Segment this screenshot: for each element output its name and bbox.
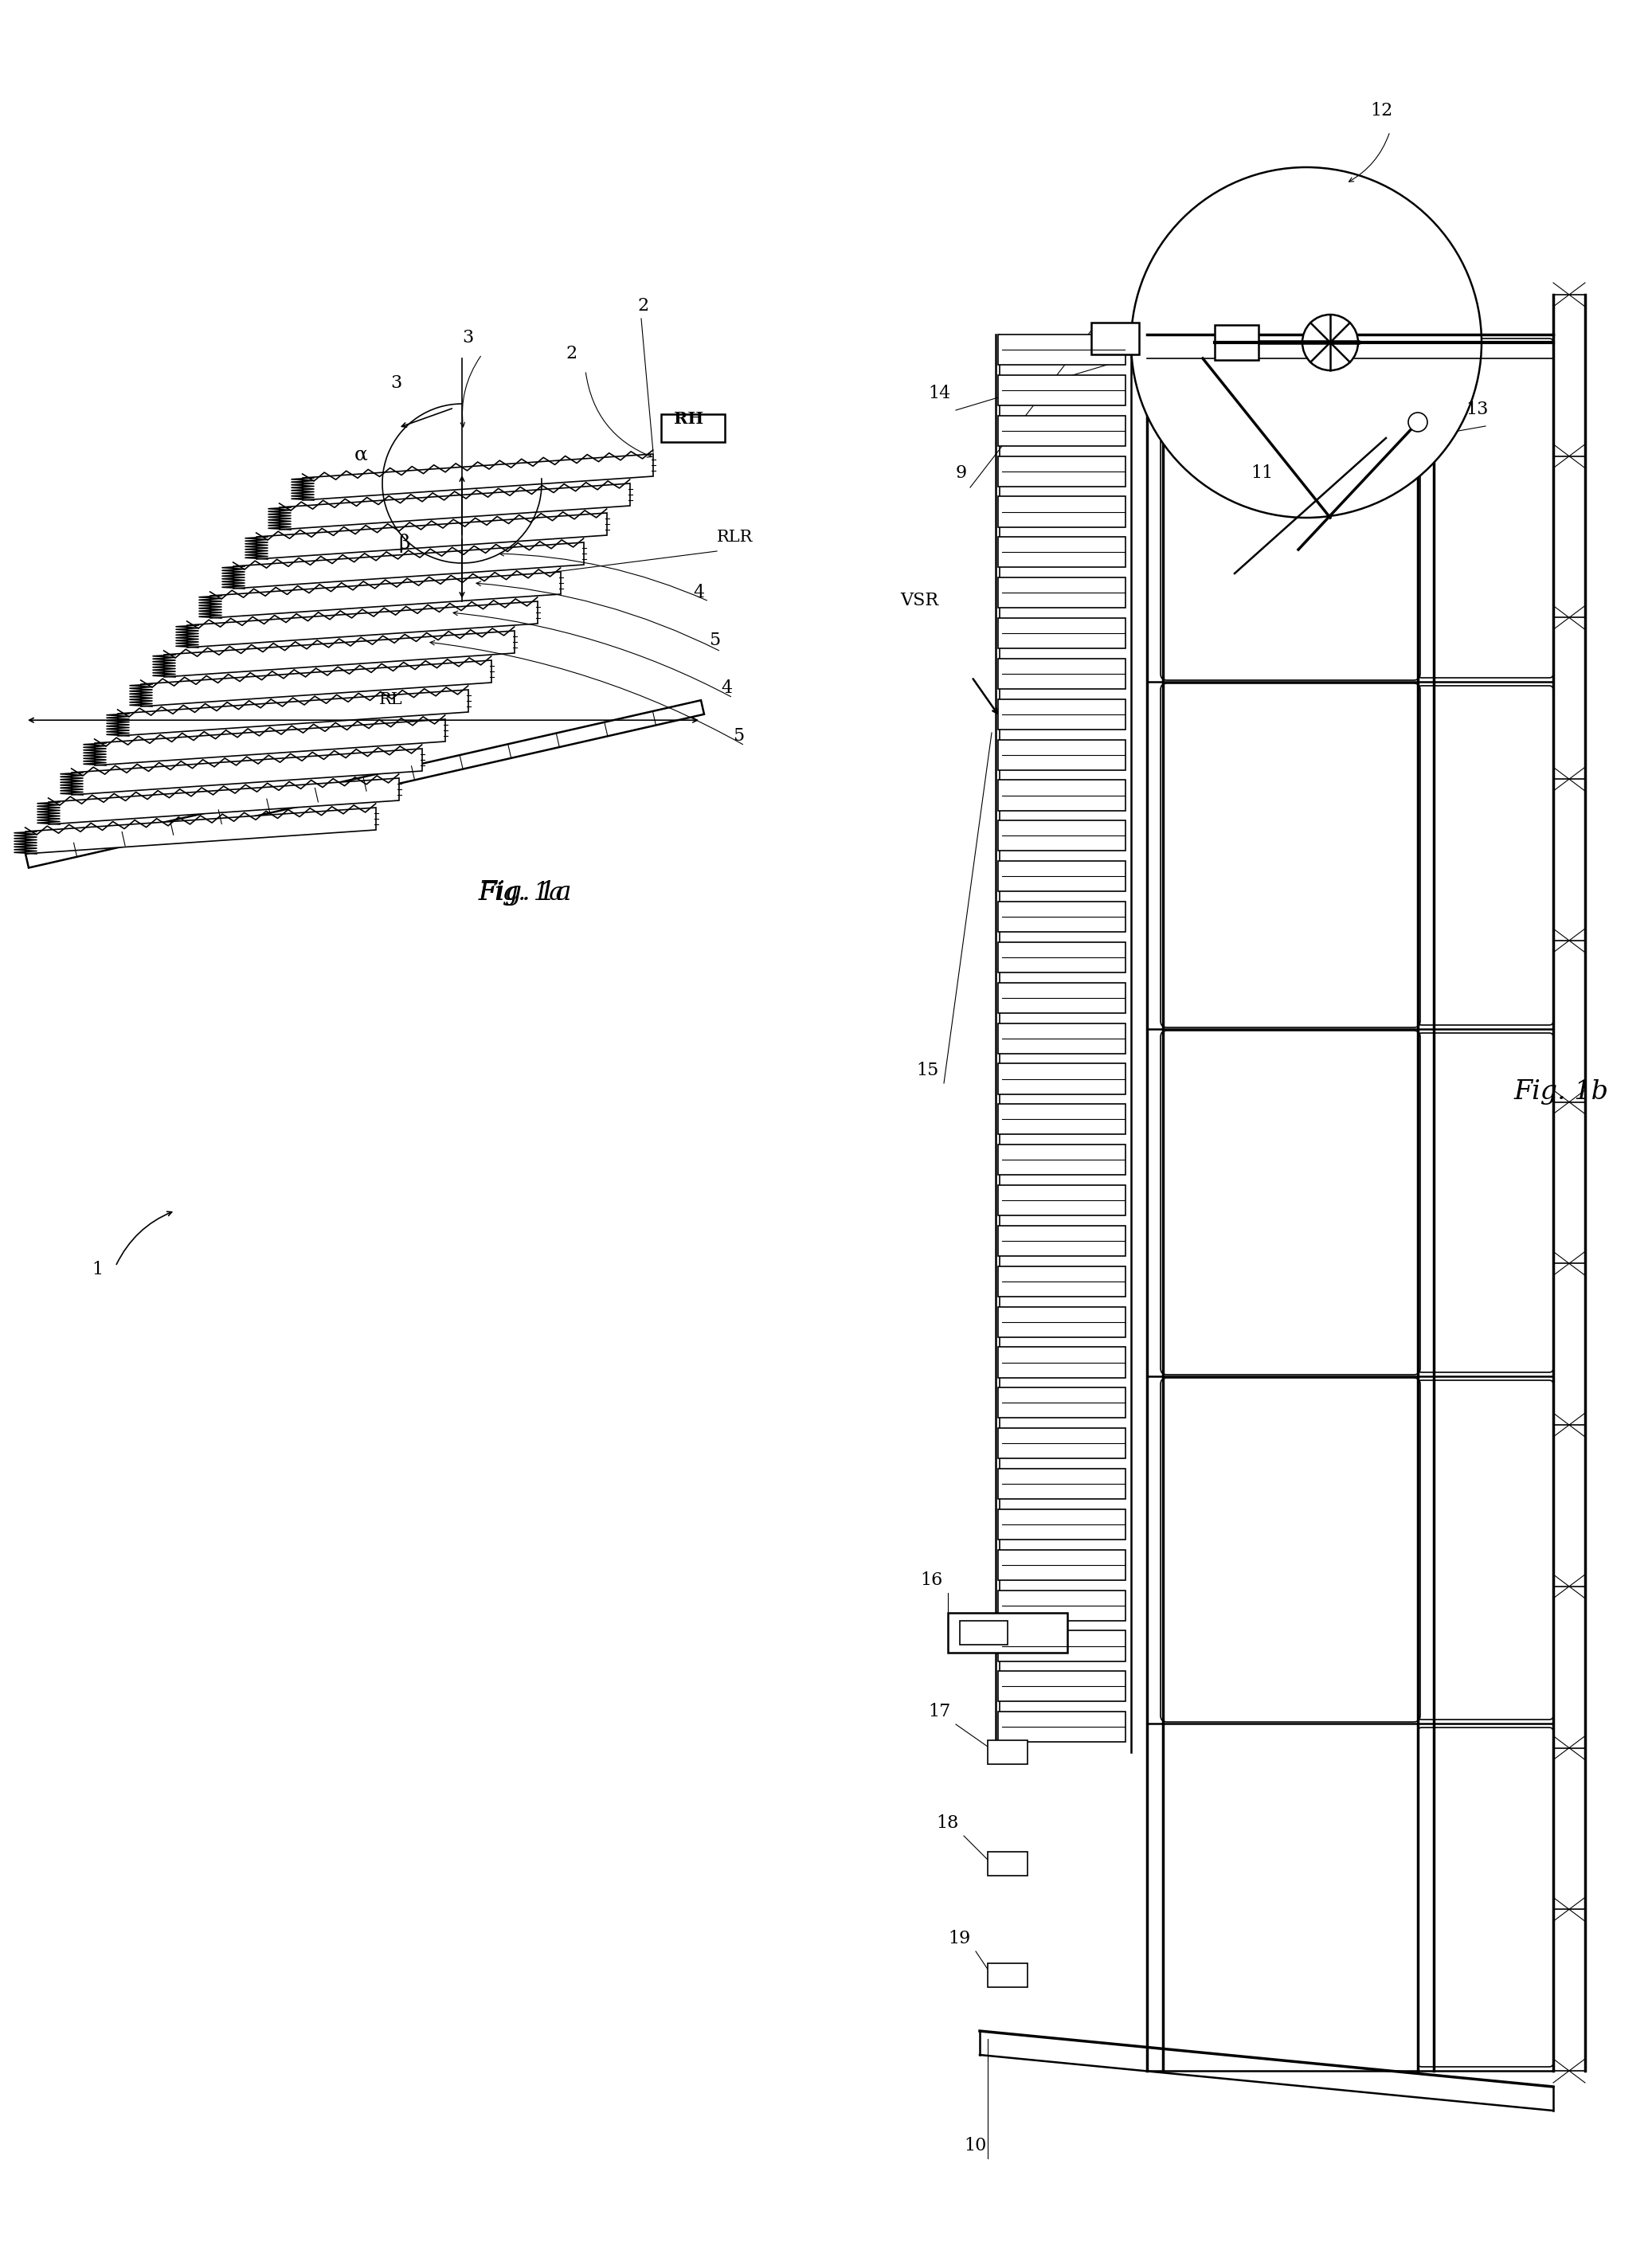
Polygon shape <box>94 720 446 765</box>
FancyBboxPatch shape <box>998 943 1125 972</box>
Polygon shape <box>279 484 629 529</box>
Text: 5: 5 <box>733 727 743 745</box>
FancyBboxPatch shape <box>998 335 1125 364</box>
Text: Fig. 1a: Fig. 1a <box>477 880 572 905</box>
FancyBboxPatch shape <box>998 1348 1125 1377</box>
FancyBboxPatch shape <box>998 416 1125 446</box>
FancyBboxPatch shape <box>998 1186 1125 1215</box>
Text: 4: 4 <box>720 680 732 698</box>
FancyBboxPatch shape <box>998 457 1125 486</box>
FancyBboxPatch shape <box>1161 1377 1421 1721</box>
Text: 19: 19 <box>948 1930 970 1946</box>
FancyBboxPatch shape <box>998 1550 1125 1580</box>
Text: 5: 5 <box>709 632 720 648</box>
Polygon shape <box>187 601 537 648</box>
FancyBboxPatch shape <box>1092 322 1138 356</box>
FancyBboxPatch shape <box>998 1307 1125 1336</box>
Text: 3: 3 <box>463 328 474 346</box>
Polygon shape <box>302 455 653 500</box>
Text: Fig. 1b: Fig. 1b <box>1513 1080 1607 1105</box>
FancyBboxPatch shape <box>998 659 1125 688</box>
FancyBboxPatch shape <box>1161 684 1421 1028</box>
Polygon shape <box>210 572 560 619</box>
Polygon shape <box>256 513 606 558</box>
Text: 2: 2 <box>565 344 577 362</box>
Text: 14: 14 <box>928 385 950 403</box>
Polygon shape <box>117 691 469 736</box>
Text: Fig. 1a: Fig. 1a <box>477 882 563 905</box>
Text: 17: 17 <box>928 1703 950 1721</box>
FancyBboxPatch shape <box>1417 1379 1553 1719</box>
FancyBboxPatch shape <box>998 1145 1125 1174</box>
FancyBboxPatch shape <box>1417 686 1553 1026</box>
FancyBboxPatch shape <box>998 862 1125 891</box>
Polygon shape <box>140 659 491 706</box>
FancyBboxPatch shape <box>1214 324 1259 360</box>
FancyBboxPatch shape <box>998 700 1125 729</box>
FancyBboxPatch shape <box>998 497 1125 527</box>
FancyBboxPatch shape <box>998 821 1125 851</box>
FancyBboxPatch shape <box>998 1712 1125 1741</box>
Polygon shape <box>71 749 423 794</box>
FancyBboxPatch shape <box>998 1388 1125 1418</box>
Text: RL: RL <box>380 693 403 707</box>
Text: 15: 15 <box>915 1062 938 1080</box>
FancyBboxPatch shape <box>998 538 1125 567</box>
Text: 3: 3 <box>390 374 401 392</box>
Polygon shape <box>25 700 704 868</box>
FancyBboxPatch shape <box>998 983 1125 1013</box>
FancyBboxPatch shape <box>661 414 725 441</box>
FancyBboxPatch shape <box>998 740 1125 770</box>
Text: α: α <box>355 446 368 463</box>
Text: 11: 11 <box>1251 463 1274 482</box>
FancyBboxPatch shape <box>1161 1031 1421 1375</box>
FancyBboxPatch shape <box>998 1429 1125 1458</box>
Polygon shape <box>48 778 400 824</box>
Text: 18: 18 <box>937 1814 958 1832</box>
FancyBboxPatch shape <box>960 1620 1008 1645</box>
Text: 1: 1 <box>91 1260 102 1278</box>
FancyBboxPatch shape <box>1161 335 1421 679</box>
Text: RLR: RLR <box>717 529 753 544</box>
FancyBboxPatch shape <box>998 619 1125 648</box>
Text: RH: RH <box>674 412 704 428</box>
FancyBboxPatch shape <box>998 1064 1125 1094</box>
FancyBboxPatch shape <box>1417 1033 1553 1372</box>
FancyBboxPatch shape <box>998 1226 1125 1256</box>
FancyBboxPatch shape <box>998 1510 1125 1539</box>
Text: 16: 16 <box>920 1570 943 1588</box>
FancyBboxPatch shape <box>988 1739 1028 1764</box>
FancyBboxPatch shape <box>988 1964 1028 1987</box>
Text: β: β <box>398 533 410 554</box>
Text: 9: 9 <box>957 463 966 482</box>
Polygon shape <box>164 630 514 677</box>
Circle shape <box>1302 315 1358 371</box>
FancyBboxPatch shape <box>998 1631 1125 1660</box>
Circle shape <box>1132 166 1482 518</box>
FancyBboxPatch shape <box>998 1105 1125 1134</box>
FancyBboxPatch shape <box>1417 338 1553 677</box>
FancyBboxPatch shape <box>998 376 1125 405</box>
FancyBboxPatch shape <box>998 578 1125 608</box>
FancyBboxPatch shape <box>998 781 1125 810</box>
FancyBboxPatch shape <box>998 1469 1125 1499</box>
FancyBboxPatch shape <box>998 1672 1125 1701</box>
FancyBboxPatch shape <box>998 1267 1125 1296</box>
FancyBboxPatch shape <box>1417 1728 1553 2068</box>
FancyBboxPatch shape <box>948 1613 1067 1654</box>
Text: 2: 2 <box>638 297 649 315</box>
FancyBboxPatch shape <box>988 1852 1028 1876</box>
Text: 12: 12 <box>1370 101 1393 119</box>
Text: 10: 10 <box>963 2138 986 2156</box>
Text: 4: 4 <box>692 583 704 601</box>
Text: VSR: VSR <box>900 592 938 610</box>
FancyBboxPatch shape <box>998 1024 1125 1053</box>
Text: 13: 13 <box>1465 400 1488 418</box>
Polygon shape <box>25 808 377 853</box>
Circle shape <box>1408 412 1427 432</box>
Polygon shape <box>233 542 583 590</box>
FancyBboxPatch shape <box>998 1591 1125 1620</box>
FancyBboxPatch shape <box>998 902 1125 932</box>
